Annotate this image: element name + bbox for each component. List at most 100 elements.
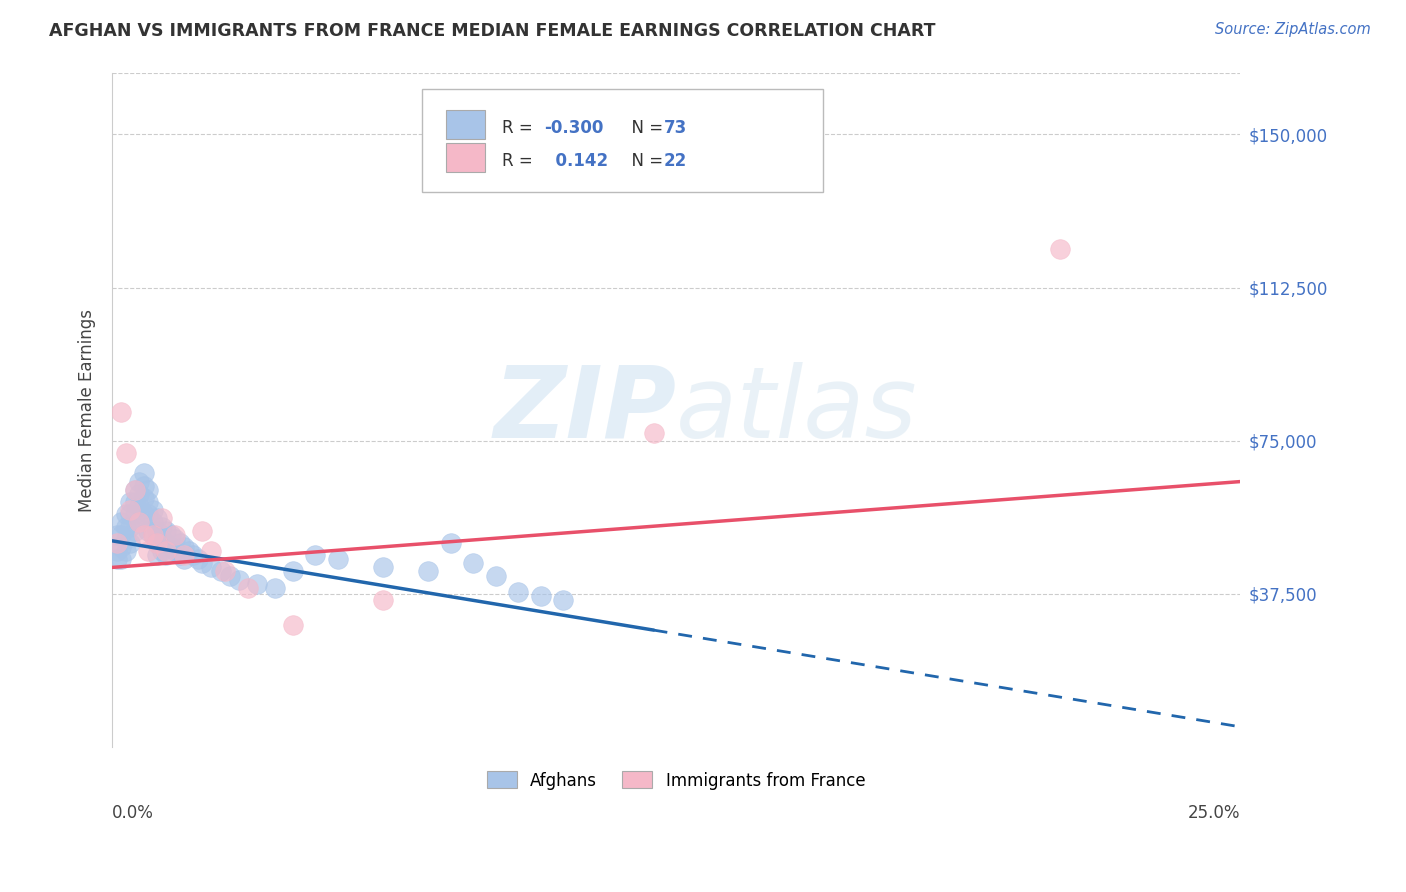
Point: [136, 524, 159, 538]
Text: 73: 73: [664, 119, 688, 136]
Point: [150, 511, 173, 525]
Text: 0.142: 0.142: [544, 152, 609, 169]
Point: [146, 536, 169, 550]
Point: [165, 544, 187, 558]
Point: [136, 483, 159, 497]
Point: [155, 548, 177, 562]
Point: [263, 581, 285, 595]
Point: [160, 527, 183, 541]
Point: [191, 557, 214, 571]
Text: 25.0%: 25.0%: [1188, 805, 1240, 822]
Point: [124, 524, 146, 538]
Point: [114, 508, 136, 522]
Point: [114, 519, 136, 533]
Point: [530, 589, 553, 603]
Point: [173, 552, 195, 566]
Point: [128, 487, 150, 501]
Point: [142, 527, 165, 541]
Legend: Afghans, Immigrants from France: Afghans, Immigrants from France: [481, 764, 872, 797]
Point: [120, 519, 142, 533]
Point: [146, 536, 169, 550]
Text: Source: ZipAtlas.com: Source: ZipAtlas.com: [1215, 22, 1371, 37]
Point: [114, 532, 136, 546]
Point: [124, 508, 146, 522]
Point: [236, 581, 259, 595]
Point: [371, 593, 394, 607]
Point: [132, 478, 155, 492]
Point: [142, 516, 165, 530]
Point: [228, 573, 250, 587]
Point: [105, 536, 128, 550]
Point: [169, 536, 191, 550]
Point: [463, 557, 485, 571]
Text: ZIP: ZIP: [494, 361, 676, 458]
Point: [105, 552, 128, 566]
Point: [110, 552, 132, 566]
Point: [142, 527, 165, 541]
Point: [508, 585, 530, 599]
Point: [200, 560, 222, 574]
Text: N =: N =: [621, 119, 669, 136]
Point: [136, 495, 159, 509]
Point: [128, 516, 150, 530]
Point: [155, 524, 177, 538]
Point: [209, 565, 232, 579]
Point: [146, 511, 169, 525]
Point: [169, 548, 191, 562]
Point: [643, 425, 665, 440]
Point: [187, 552, 209, 566]
Point: [132, 527, 155, 541]
Point: [120, 508, 142, 522]
Text: N =: N =: [621, 152, 669, 169]
Point: [214, 565, 236, 579]
Point: [114, 544, 136, 558]
Point: [110, 516, 132, 530]
Point: [177, 544, 200, 558]
Text: atlas: atlas: [676, 361, 918, 458]
Point: [165, 532, 187, 546]
Point: [136, 508, 159, 522]
Point: [485, 568, 508, 582]
Point: [281, 617, 304, 632]
Point: [191, 524, 214, 538]
Point: [128, 516, 150, 530]
Y-axis label: Median Female Earnings: Median Female Earnings: [79, 309, 96, 512]
Point: [132, 508, 155, 522]
Point: [114, 446, 136, 460]
Point: [105, 544, 128, 558]
Point: [173, 540, 195, 554]
Text: 0.0%: 0.0%: [112, 805, 155, 822]
Point: [553, 593, 575, 607]
Point: [155, 536, 177, 550]
Point: [110, 405, 132, 419]
Point: [132, 491, 155, 505]
Point: [173, 548, 195, 562]
Point: [128, 475, 150, 489]
Text: R =: R =: [502, 119, 538, 136]
Point: [120, 503, 142, 517]
Point: [105, 527, 128, 541]
Point: [1049, 242, 1071, 256]
Text: 22: 22: [664, 152, 688, 169]
Point: [150, 519, 173, 533]
Point: [124, 483, 146, 497]
Point: [110, 527, 132, 541]
Point: [128, 499, 150, 513]
Point: [416, 565, 439, 579]
Point: [246, 576, 269, 591]
Point: [326, 552, 349, 566]
Text: -0.300: -0.300: [544, 119, 603, 136]
Point: [371, 560, 394, 574]
Point: [304, 548, 326, 562]
Point: [200, 544, 222, 558]
Point: [146, 524, 169, 538]
Point: [160, 540, 183, 554]
Point: [120, 536, 142, 550]
Point: [218, 568, 240, 582]
Point: [281, 565, 304, 579]
Point: [150, 544, 173, 558]
Point: [142, 503, 165, 517]
Point: [439, 536, 461, 550]
Text: R =: R =: [502, 152, 538, 169]
Point: [165, 527, 187, 541]
